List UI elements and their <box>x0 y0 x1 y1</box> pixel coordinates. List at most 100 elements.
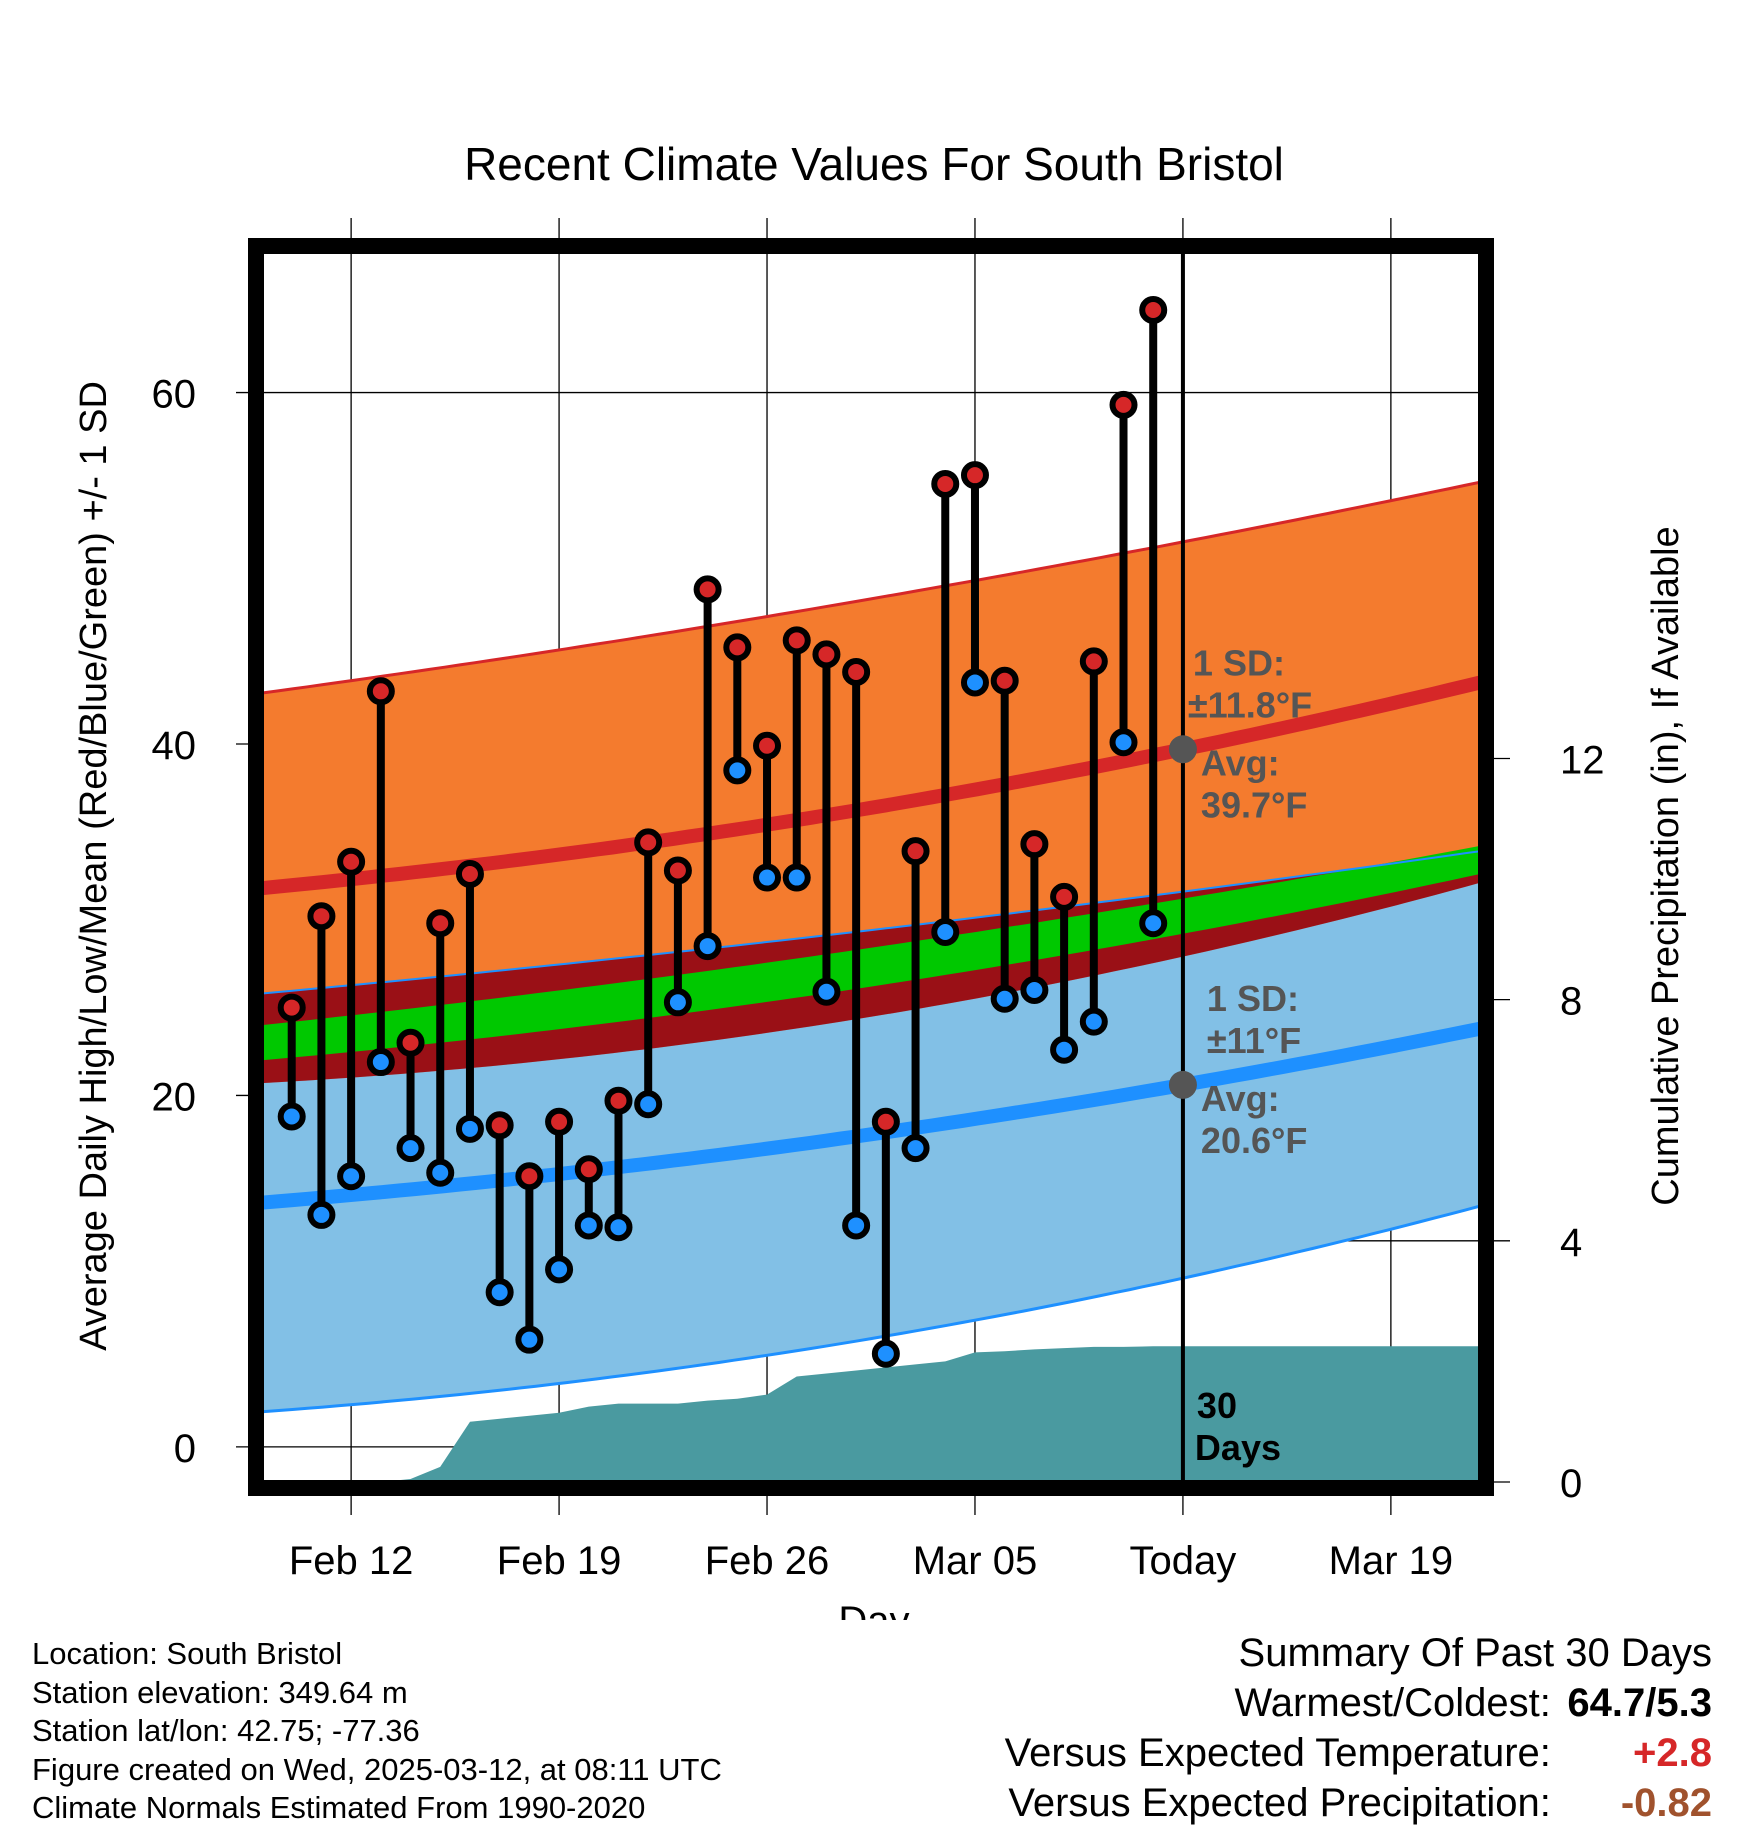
created-text: Figure created on Wed, 2025-03-12, at 08… <box>32 1751 722 1787</box>
high-avg-marker <box>1168 735 1197 764</box>
y2-tick-label: 12 <box>1560 738 1605 782</box>
low-lower-line <box>262 1204 1480 1414</box>
y2-axis-label: Cumulative Precipitation (in), If Availa… <box>1645 526 1687 1205</box>
low-point <box>455 1114 484 1143</box>
axes: 0 20 40 60 0 4 8 12 Feb 12 Feb 19 Feb 26 Mar 05 Toda… <box>73 373 1687 1620</box>
plot-border <box>248 238 1494 1496</box>
high-point <box>1079 647 1108 676</box>
high-point <box>1109 390 1138 419</box>
low-point <box>990 984 1019 1013</box>
low-point <box>604 1213 633 1242</box>
low-point <box>812 977 841 1006</box>
high-avg-value: 39.7°F <box>1201 784 1307 825</box>
low-point <box>485 1278 514 1307</box>
high-point <box>604 1086 633 1115</box>
high-point <box>426 909 455 938</box>
high-point <box>337 847 366 876</box>
high-point <box>515 1162 544 1191</box>
low-avg-label: Avg: <box>1201 1078 1280 1119</box>
high-point <box>812 640 841 669</box>
station-info: Location: South Bristol Station elevatio… <box>32 1635 722 1828</box>
high-upper-line <box>262 480 1480 695</box>
high-point <box>366 677 395 706</box>
y-tick-label: 20 <box>152 1075 197 1119</box>
precip-value: -0.82 <box>1620 1781 1712 1825</box>
low-point <box>782 863 811 892</box>
precip-days-text: Days <box>1195 1427 1281 1468</box>
x-tick-label: Feb 19 <box>497 1539 622 1583</box>
low-point <box>960 668 989 697</box>
precip-days-number: 30 <box>1197 1385 1237 1426</box>
warm-cold-label: Warmest/Coldest: <box>1234 1681 1551 1725</box>
low-point <box>663 988 692 1017</box>
summary-title: Summary Of Past 30 Days <box>1238 1631 1712 1675</box>
low-point <box>1079 1007 1108 1036</box>
x-axis-label: Day <box>838 1599 909 1620</box>
low-point <box>871 1339 900 1368</box>
y2-tick-label: 0 <box>1560 1462 1582 1506</box>
low-point <box>515 1325 544 1354</box>
x-tick-label: Mar 19 <box>1329 1539 1454 1583</box>
high-point <box>455 860 484 889</box>
low-point <box>1109 728 1138 757</box>
climate-chart: Recent Climate Values For South Bristol … <box>73 138 1687 1620</box>
high-point <box>307 902 336 931</box>
summary-precip: Versus Expected Precipitation: -0.82 <box>1005 1778 1712 1828</box>
high-point <box>901 837 930 866</box>
plot-frame <box>248 238 1494 1496</box>
low-point <box>753 863 782 892</box>
chart-title: Recent Climate Values For South Bristol <box>464 138 1284 190</box>
low-point <box>693 932 722 961</box>
y-tick-label: 60 <box>152 373 197 417</box>
high-point <box>574 1155 603 1184</box>
high-point <box>277 993 306 1022</box>
low-avg-marker <box>1168 1070 1197 1099</box>
low-point <box>574 1211 603 1240</box>
low-sd-label: 1 SD: <box>1207 978 1299 1019</box>
location-text: Location: South Bristol <box>32 1636 343 1671</box>
latlon-text: Station lat/lon: 42.75; -77.36 <box>32 1713 420 1748</box>
x-tick-label: Feb 12 <box>289 1539 414 1583</box>
high-point <box>1139 295 1168 324</box>
low-point <box>1020 976 1049 1004</box>
high-point <box>663 856 692 885</box>
summary-temp: Versus Expected Temperature: +2.8 <box>1005 1728 1712 1778</box>
temp-label: Versus Expected Temperature: <box>1004 1731 1551 1775</box>
low-point <box>366 1048 395 1077</box>
daily-observations <box>277 295 1168 1368</box>
high-point <box>545 1107 574 1136</box>
high-point <box>693 575 722 604</box>
high-point <box>871 1107 900 1136</box>
low-point <box>901 1134 930 1163</box>
low-point <box>634 1090 663 1119</box>
low-point <box>307 1200 336 1229</box>
high-point <box>931 469 960 498</box>
high-point <box>485 1111 514 1140</box>
high-sd-value: ±11.8°F <box>1188 684 1312 725</box>
low-point <box>1050 1035 1079 1064</box>
normals-text: Climate Normals Estimated From 1990-2020 <box>32 1790 646 1825</box>
summary-panel: Summary Of Past 30 Days Warmest/Coldest:… <box>1005 1628 1712 1828</box>
low-avg-line <box>262 1021 1480 1210</box>
x-tick-label: Mar 05 <box>913 1539 1038 1583</box>
y-tick-label: 40 <box>152 724 197 768</box>
high-point <box>1050 882 1079 911</box>
y-tick-label: 0 <box>174 1427 196 1471</box>
low-point <box>277 1102 306 1131</box>
y2-tick-label: 4 <box>1560 1221 1582 1265</box>
low-point <box>426 1158 455 1187</box>
high-point <box>723 633 752 662</box>
y-axis-label: Average Daily High/Low/Mean (Red/Blue/Gr… <box>73 381 115 1351</box>
precip-label: Versus Expected Precipitation: <box>1008 1781 1551 1825</box>
low-point <box>723 756 752 785</box>
warm-cold-value: 64.7/5.3 <box>1567 1681 1712 1725</box>
high-point <box>990 666 1019 695</box>
high-sd-label: 1 SD: <box>1193 642 1285 683</box>
high-point <box>960 461 989 490</box>
low-point <box>337 1162 366 1191</box>
summary-warm-cold: Warmest/Coldest: 64.7/5.3 <box>1005 1678 1713 1728</box>
low-upper-line <box>262 850 1480 995</box>
low-point <box>545 1255 574 1284</box>
high-avg-label: Avg: <box>1201 742 1280 783</box>
low-sd-value: ±11°F <box>1207 1020 1301 1061</box>
